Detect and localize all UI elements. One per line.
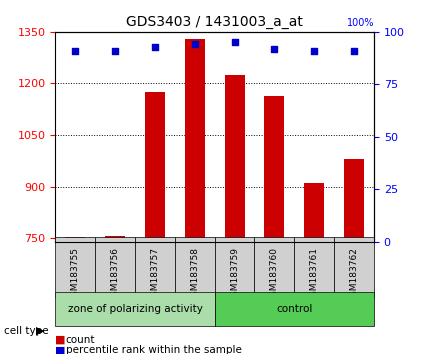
Bar — [264, 96, 284, 242]
Text: control: control — [276, 304, 312, 314]
Bar — [145, 92, 165, 242]
Text: 100%: 100% — [346, 18, 374, 28]
Text: GSM183755: GSM183755 — [71, 247, 79, 302]
Bar — [105, 235, 125, 242]
FancyBboxPatch shape — [55, 292, 215, 326]
Bar — [185, 39, 205, 242]
FancyBboxPatch shape — [294, 237, 334, 297]
Text: GSM183761: GSM183761 — [310, 247, 319, 302]
Point — [271, 46, 278, 51]
Text: count: count — [66, 335, 95, 345]
Text: zone of polarizing activity: zone of polarizing activity — [68, 304, 202, 314]
Point — [72, 48, 79, 53]
FancyBboxPatch shape — [215, 292, 374, 326]
FancyBboxPatch shape — [95, 237, 135, 297]
Text: cell type: cell type — [4, 326, 49, 336]
Text: GSM183758: GSM183758 — [190, 247, 199, 302]
Text: percentile rank within the sample: percentile rank within the sample — [66, 346, 242, 354]
Bar — [224, 75, 244, 242]
Text: ▶: ▶ — [36, 326, 45, 336]
Bar — [344, 159, 364, 242]
FancyBboxPatch shape — [55, 237, 95, 297]
Bar — [304, 183, 324, 242]
Text: ■: ■ — [55, 346, 66, 354]
FancyBboxPatch shape — [255, 237, 294, 297]
Text: ■: ■ — [55, 335, 66, 345]
FancyBboxPatch shape — [334, 237, 374, 297]
Text: GSM183762: GSM183762 — [350, 247, 359, 302]
FancyBboxPatch shape — [215, 237, 255, 297]
FancyBboxPatch shape — [135, 237, 175, 297]
Text: GSM183756: GSM183756 — [110, 247, 119, 302]
Point — [191, 42, 198, 47]
Title: GDS3403 / 1431003_a_at: GDS3403 / 1431003_a_at — [126, 16, 303, 29]
Point — [151, 44, 158, 49]
Text: GSM183757: GSM183757 — [150, 247, 159, 302]
Point — [231, 40, 238, 45]
Point — [351, 48, 357, 53]
Bar — [65, 236, 85, 242]
Text: GSM183760: GSM183760 — [270, 247, 279, 302]
FancyBboxPatch shape — [175, 237, 215, 297]
Point — [112, 48, 119, 53]
Point — [311, 48, 317, 53]
Text: GSM183759: GSM183759 — [230, 247, 239, 302]
